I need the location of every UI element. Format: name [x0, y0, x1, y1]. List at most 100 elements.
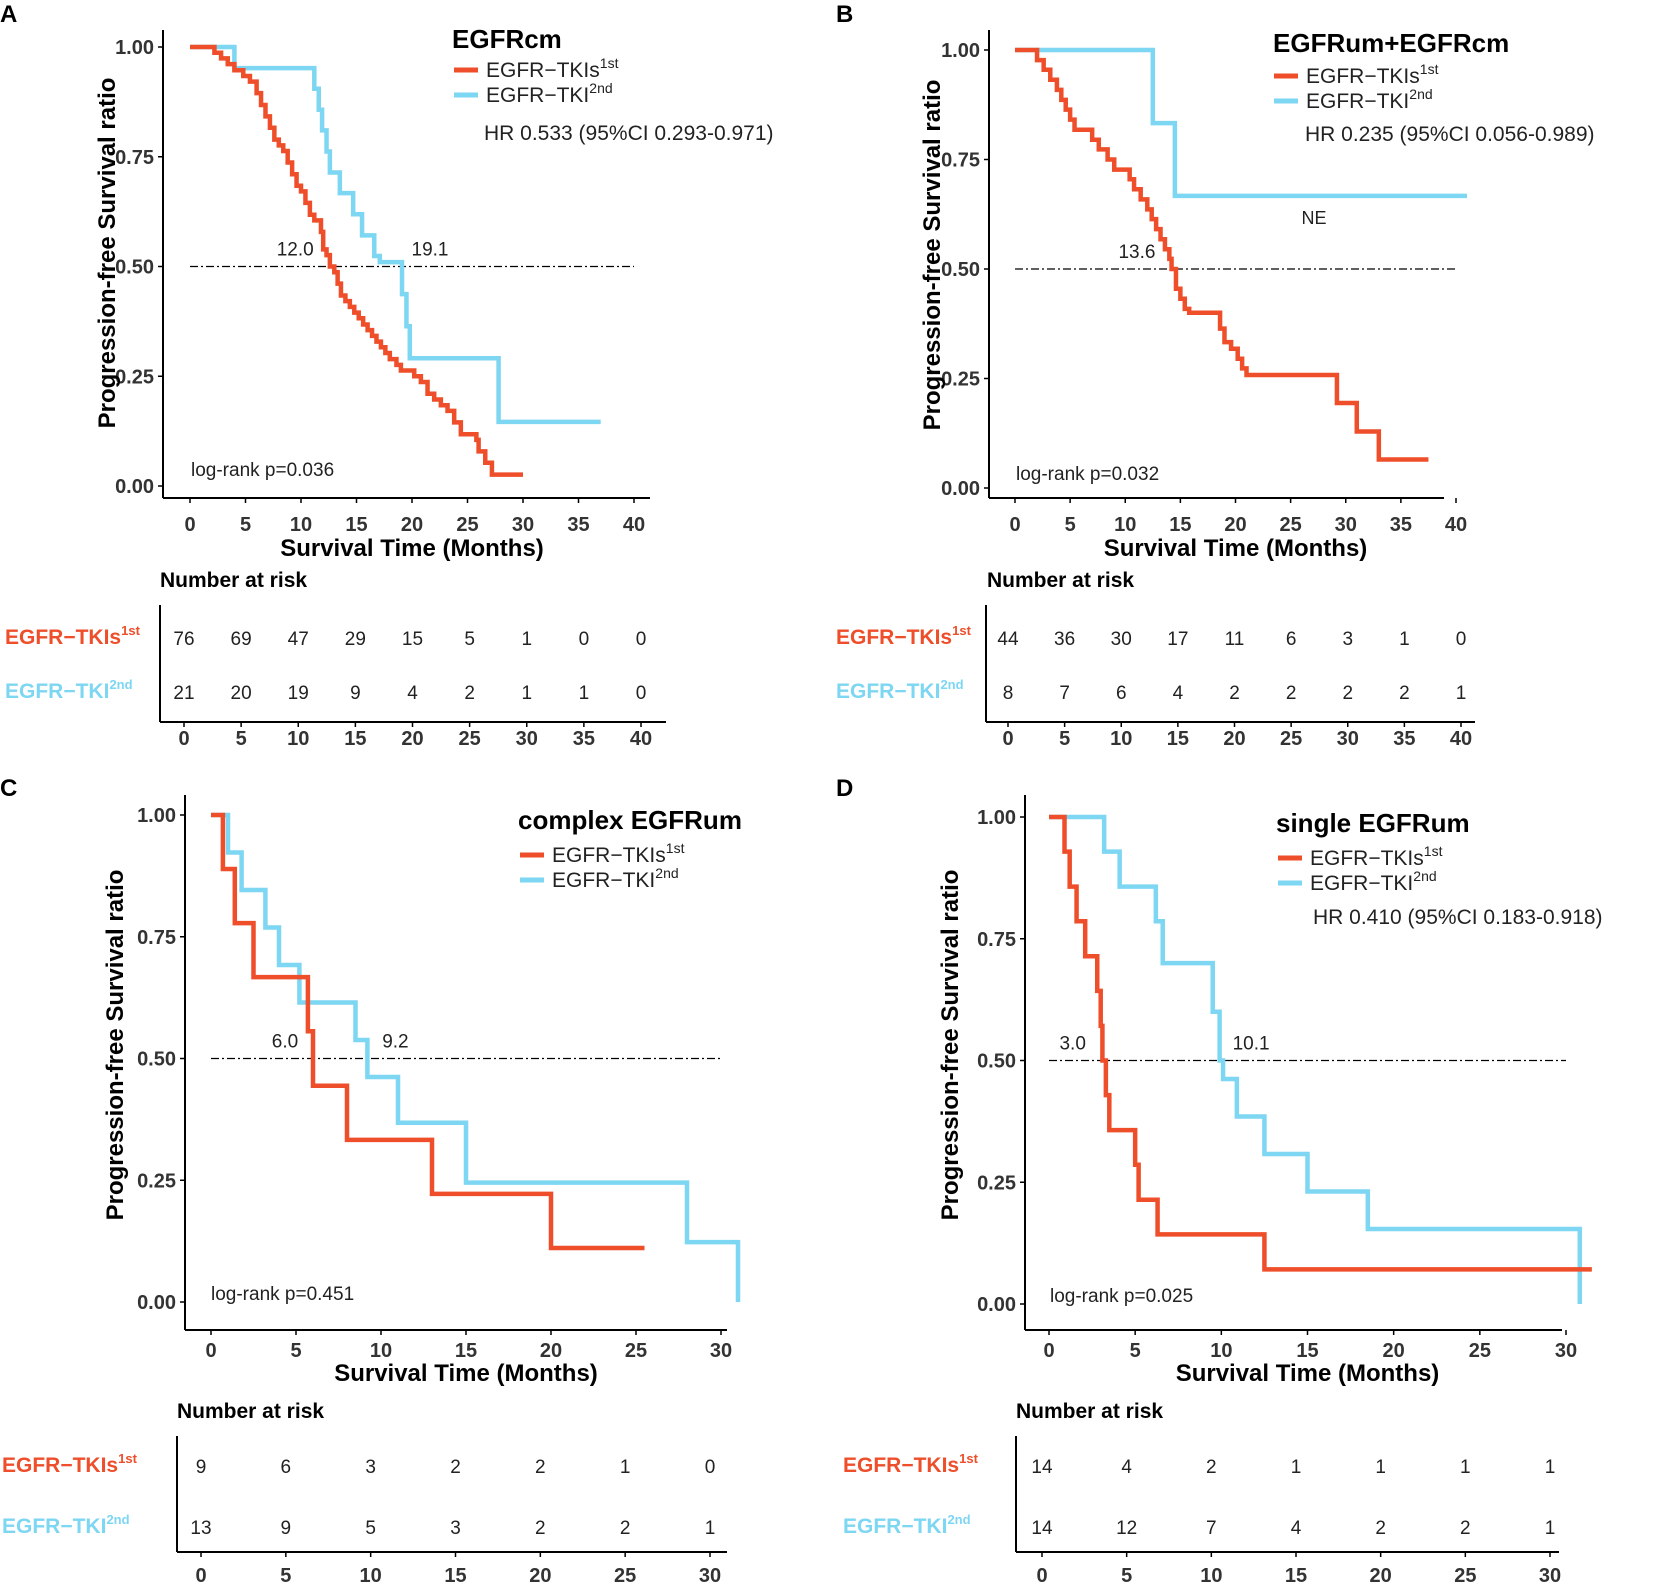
risk-count-second: 12	[1116, 1518, 1137, 1539]
x-tick-label: 30	[512, 514, 534, 536]
x-tick-label: 30	[1335, 514, 1357, 536]
x-tick-label: 10	[1114, 514, 1136, 536]
x-tick-label: 10	[1210, 1340, 1232, 1362]
y-tick-label: 1.00	[115, 37, 154, 59]
hazard-ratio-text: HR 0.533 (95%CI 0.293-0.971)	[484, 122, 774, 145]
risk-x-tick-label: 20	[529, 1565, 551, 1584]
risk-row-label-first: EGFR−TKIs1st	[836, 623, 972, 649]
risk-count-second: 4	[1291, 1518, 1302, 1539]
risk-row-label-first: EGFR−TKIs1st	[843, 1451, 979, 1477]
y-axis-label: Progression-free Survival ratio	[94, 78, 121, 429]
x-tick-label: 20	[401, 514, 423, 536]
risk-x-tick-label: 25	[459, 728, 481, 750]
risk-x-tick-label: 5	[1059, 728, 1070, 750]
x-tick-label: 30	[1555, 1340, 1577, 1362]
risk-x-tick-label: 30	[1539, 1565, 1561, 1584]
survival-curve-first	[1049, 814, 1592, 1272]
risk-x-tick-label: 5	[236, 728, 247, 750]
risk-count-first: 4	[1121, 1457, 1132, 1478]
risk-count-second: 21	[173, 683, 194, 704]
x-tick-label: 30	[710, 1340, 732, 1362]
x-tick-label: 0	[205, 1340, 216, 1362]
risk-count-first: 1	[1291, 1457, 1302, 1478]
risk-count-second: 13	[190, 1518, 211, 1539]
risk-count-second: 2	[1286, 683, 1297, 704]
x-tick-label: 0	[1009, 514, 1020, 536]
x-tick-label: 25	[625, 1340, 647, 1362]
risk-count-second: 2	[620, 1518, 631, 1539]
x-tick-label: 0	[184, 514, 195, 536]
legend-label-first: EGFR−TKIs1st	[552, 840, 685, 867]
x-axis-label: Survival Time (Months)	[1104, 535, 1368, 562]
risk-x-tick-label: 10	[1200, 1565, 1222, 1584]
risk-table: Number at risk EGFR−TKIs1st EGFR−TKI2nd 76 2…	[5, 569, 666, 750]
risk-count-second: 7	[1059, 683, 1070, 704]
risk-count-second: 9	[350, 683, 361, 704]
x-tick-label: 10	[370, 1340, 392, 1362]
risk-count-first: 0	[636, 629, 647, 650]
median-label: 12.0	[277, 240, 314, 261]
risk-count-second: 2	[1375, 1518, 1386, 1539]
y-tick-label: 1.00	[137, 805, 176, 827]
panel-title: EGFRum+EGFRcm	[1273, 28, 1509, 58]
legend-label-first: EGFR−TKIs1st	[1306, 61, 1439, 88]
risk-count-first: 2	[535, 1457, 546, 1478]
risk-x-tick-label: 0	[195, 1565, 206, 1584]
x-tick-label: 20	[1383, 1340, 1405, 1362]
median-label: 3.0	[1059, 1034, 1085, 1055]
legend-label-second: EGFR−TKI2nd	[552, 865, 679, 892]
y-axis-label: Progression-free Survival ratio	[937, 870, 964, 1221]
risk-count-second: 1	[1545, 1518, 1556, 1539]
km-panel-b: B0.000.250.500.751.000 5 10 15 20 25 30 35 40Sur…	[836, 1, 1595, 750]
median-label: 19.1	[412, 240, 449, 261]
panel-label: B	[836, 1, 853, 28]
km-panel-c: C0.000.250.500.751.000 5 10 15 20 25 30Surviva…	[0, 775, 742, 1584]
risk-table-title: Number at risk	[987, 569, 1134, 592]
risk-count-first: 1	[1545, 1457, 1556, 1478]
risk-count-second: 2	[1229, 683, 1240, 704]
y-tick-label: 0.25	[941, 369, 980, 391]
survival-curve-second	[211, 812, 741, 1302]
risk-row-label-second: EGFR−TKI2nd	[836, 677, 964, 703]
risk-count-first: 1	[1375, 1457, 1386, 1478]
y-tick-label: 0.00	[941, 478, 980, 500]
x-axis-label: Survival Time (Months)	[280, 535, 544, 562]
median-label: 10.1	[1233, 1034, 1270, 1055]
risk-count-second: 3	[450, 1518, 461, 1539]
risk-count-first: 69	[231, 629, 252, 650]
risk-count-second: 4	[1173, 683, 1184, 704]
log-rank-pvalue: log-rank p=0.032	[1016, 464, 1159, 485]
risk-count-first: 36	[1054, 629, 1075, 650]
risk-count-second: 2	[464, 683, 475, 704]
risk-x-tick-label: 0	[1002, 728, 1013, 750]
survival-curve-second	[1049, 814, 1583, 1304]
panel-title: complex EGFRum	[518, 805, 742, 835]
y-axis-label: Progression-free Survival ratio	[102, 870, 129, 1221]
risk-table: Number at riskEGFR−TKIs1stEGFR−TKI2nd141…	[843, 1400, 1561, 1584]
risk-x-tick-label: 20	[1223, 728, 1245, 750]
legend-label-second: EGFR−TKI2nd	[1310, 868, 1437, 895]
risk-x-tick-label: 30	[699, 1565, 721, 1584]
log-rank-pvalue: log-rank p=0.025	[1050, 1286, 1193, 1307]
y-tick-label: 0.25	[137, 1170, 176, 1192]
risk-row-label-second: EGFR−TKI2nd	[843, 1512, 971, 1538]
risk-count-second: 2	[1342, 683, 1353, 704]
hazard-ratio-text: HR 0.235 (95%CI 0.056-0.989)	[1305, 123, 1595, 146]
risk-count-first: 1	[521, 629, 532, 650]
x-tick-label: 20	[1224, 514, 1246, 536]
x-tick-label: 10	[290, 514, 312, 536]
legend-label-second: EGFR−TKI2nd	[1306, 86, 1433, 113]
x-tick-label: 35	[567, 514, 589, 536]
log-rank-pvalue: log-rank p=0.036	[191, 460, 334, 481]
survival-curve-first	[211, 812, 645, 1251]
risk-x-tick-label: 15	[344, 728, 366, 750]
y-tick-label: 0.00	[977, 1294, 1016, 1316]
survival-curve-second	[190, 44, 601, 425]
risk-count-first: 6	[1286, 629, 1297, 650]
panel-label: D	[836, 775, 853, 802]
y-tick-label: 1.00	[977, 807, 1016, 829]
risk-count-second: 6	[1116, 683, 1127, 704]
panel-label: C	[0, 775, 17, 802]
risk-x-tick-label: 5	[1121, 1565, 1132, 1584]
x-tick-label: 5	[240, 514, 251, 536]
